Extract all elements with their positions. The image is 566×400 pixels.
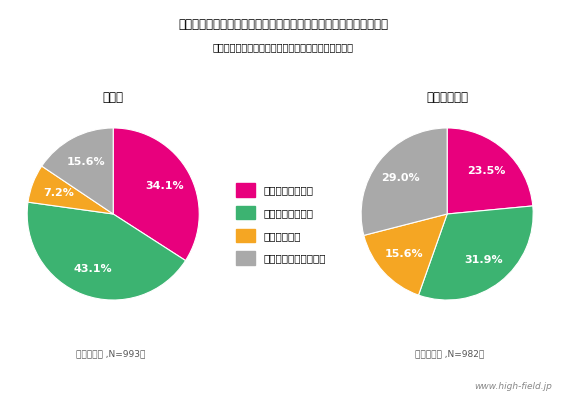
Wedge shape <box>27 202 186 300</box>
Text: www.high-field.jp: www.high-field.jp <box>474 382 552 391</box>
Text: （単一回答 ,N=982）: （単一回答 ,N=982） <box>415 349 484 358</box>
Title: 飲食業従事者: 飲食業従事者 <box>426 91 468 104</box>
Text: （単一回答 ,N=993）: （単一回答 ,N=993） <box>76 349 145 358</box>
Wedge shape <box>418 206 533 300</box>
Wedge shape <box>361 128 447 235</box>
Text: 23.5%: 23.5% <box>468 166 505 176</box>
Text: （アンケート対象者：関東圏在住２０歳以上の男女）: （アンケート対象者：関東圏在住２０歳以上の男女） <box>212 42 354 52</box>
Wedge shape <box>42 128 113 214</box>
Text: 7.2%: 7.2% <box>43 188 74 198</box>
Text: 43.1%: 43.1% <box>74 264 112 274</box>
Wedge shape <box>113 128 199 260</box>
Text: 31.9%: 31.9% <box>464 255 503 265</box>
Title: 全　体: 全 体 <box>102 91 124 104</box>
Text: 15.6%: 15.6% <box>385 248 423 258</box>
Wedge shape <box>364 214 447 295</box>
Text: 「あなたは、１人で利用する場合、どの飲食店を利用しますか？」: 「あなたは、１人で利用する場合、どの飲食店を利用しますか？」 <box>178 18 388 31</box>
Text: 15.6%: 15.6% <box>66 157 105 167</box>
Wedge shape <box>28 166 113 214</box>
Legend: 屋内完全禁煙の店, 分煙されている店, 喫煙ＯＫの店, どちらでも気にしない: 屋内完全禁煙の店, 分煙されている店, 喫煙ＯＫの店, どちらでも気にしない <box>236 183 325 265</box>
Text: 34.1%: 34.1% <box>145 181 184 191</box>
Wedge shape <box>447 128 533 214</box>
Text: 29.0%: 29.0% <box>381 173 420 183</box>
